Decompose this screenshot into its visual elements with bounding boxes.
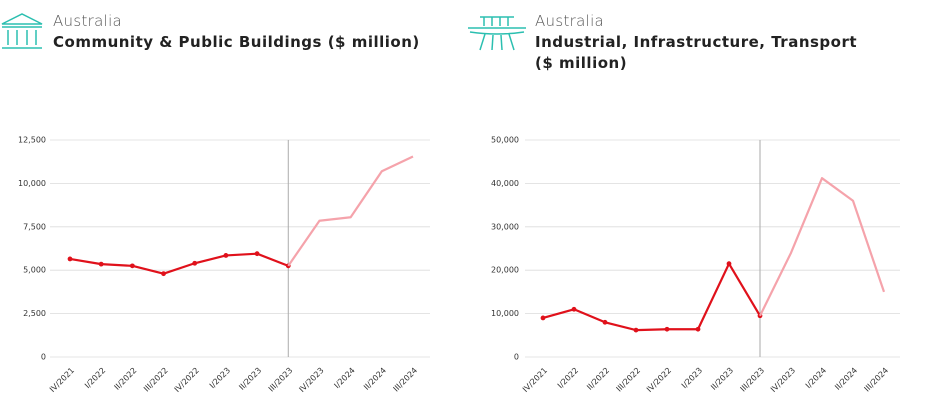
x-tick-label: III/2023 — [267, 366, 295, 394]
y-tick-label: 0 — [514, 353, 519, 362]
point — [540, 315, 546, 321]
x-tick-label: I/2024 — [804, 366, 828, 390]
point — [223, 253, 229, 258]
x-tick-label: IV/2021 — [521, 366, 549, 394]
x-tick-label: IV/2022 — [645, 366, 673, 394]
point — [192, 260, 198, 266]
subtitle: Australia — [53, 12, 123, 30]
x-tick-label: III/2022 — [615, 366, 643, 394]
y-tick-label: 30,000 — [491, 222, 519, 231]
series-line — [287, 155, 414, 267]
point — [633, 327, 639, 333]
header: Australia Industrial, Infrastructure, Tr… — [535, 12, 865, 74]
x-tick-label: III/2022 — [142, 366, 170, 394]
series-line — [542, 262, 761, 332]
x-tick-label: I/2022 — [556, 366, 580, 390]
header: Australia Community & Public Buildings (… — [53, 12, 433, 53]
series-line — [69, 252, 289, 275]
y-tick-label: 10,000 — [491, 309, 519, 318]
y-tick-label: 40,000 — [491, 179, 519, 188]
icon-building — [1, 13, 43, 49]
chart-title: Community & Public Buildings ($ million) — [53, 33, 420, 51]
point — [695, 326, 701, 332]
y-tick-label: 0 — [41, 353, 46, 362]
x-tick-label: II/2024 — [362, 366, 388, 392]
point — [67, 256, 73, 262]
x-tick-label: IV/2023 — [769, 366, 797, 394]
x-tick-label: III/2024 — [392, 366, 420, 394]
icon-bridge — [468, 16, 526, 51]
x-tick-label: IV/2021 — [48, 366, 76, 394]
x-tick-label: II/2024 — [833, 366, 859, 392]
point — [129, 263, 135, 269]
x-tick-label: III/2023 — [739, 366, 767, 394]
y-tick-label: 50,000 — [491, 136, 519, 145]
y-tick-label: 20,000 — [491, 266, 519, 275]
x-tick-label: II/2023 — [709, 366, 735, 392]
x-tick-label: IV/2022 — [173, 366, 201, 394]
chart-title: Industrial, Infrastructure, Transport ($… — [535, 33, 858, 72]
x-tick-label: II/2023 — [237, 366, 263, 392]
point — [664, 326, 670, 332]
x-tick-label: I/2024 — [332, 366, 356, 390]
x-tick-label: III/2024 — [863, 366, 891, 394]
y-tick-label: 2,500 — [23, 309, 46, 318]
y-tick-label: 10,000 — [18, 179, 46, 188]
point — [98, 261, 104, 267]
x-tick-label: I/2023 — [680, 366, 704, 390]
x-tick-label: II/2022 — [113, 366, 139, 392]
y-tick-label: 5,000 — [23, 266, 46, 275]
point — [726, 261, 732, 267]
subtitle: Australia — [535, 12, 605, 30]
x-tick-label: IV/2023 — [297, 366, 325, 394]
point — [161, 271, 166, 277]
series-line — [759, 177, 886, 317]
point — [254, 251, 260, 257]
x-tick-label: II/2022 — [585, 366, 611, 392]
point — [571, 306, 577, 312]
point — [602, 319, 608, 325]
x-tick-label: I/2022 — [83, 366, 107, 390]
x-tick-label: I/2023 — [208, 366, 232, 390]
y-tick-label: 12,500 — [18, 136, 46, 145]
y-tick-label: 7,500 — [23, 222, 46, 231]
